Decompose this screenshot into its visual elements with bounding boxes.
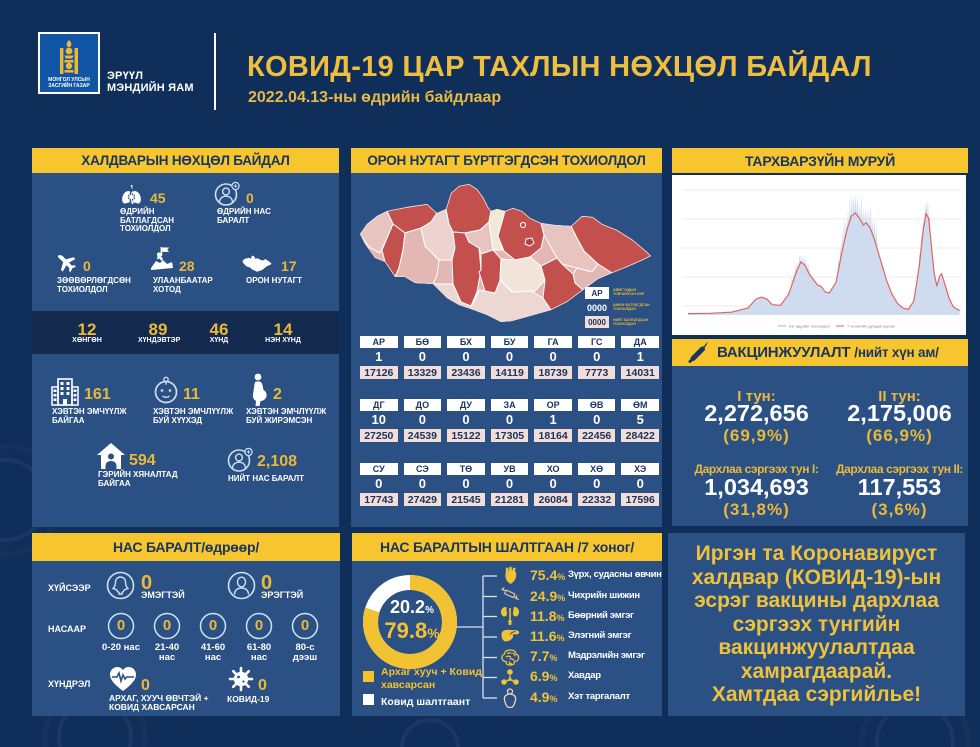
svg-text:7 хоногийн дундаж шугам: 7 хоногийн дундаж шугам — [847, 324, 895, 329]
svg-text:ТОХИОЛДОЛ: ТОХИОЛДОЛ — [613, 307, 636, 311]
svg-text:МОНГОЛ УЛСЫН: МОНГОЛ УЛСЫН — [48, 77, 90, 83]
svg-text:0000: 0000 — [587, 303, 607, 313]
svg-text:ТОВЧИЛСОН НЭР: ТОВЧИЛСОН НЭР — [613, 292, 645, 296]
svg-text:ЗАСГИЙН ГАЗАР: ЗАСГИЙН ГАЗАР — [48, 81, 90, 89]
svg-text:НИЙТ БАТЛАГДСАН: НИЙТ БАТЛАГДСАН — [613, 318, 649, 322]
svg-text:ШИНЭ БАТЛАГДСАН: ШИНЭ БАТЛАГДСАН — [613, 303, 650, 307]
svg-text:ТОХИОЛДОЛ: ТОХИОЛДОЛ — [613, 322, 636, 326]
svg-text:АЙМГУУДЫН: АЙМГУУДЫН — [613, 288, 637, 292]
svg-text:АР: АР — [591, 289, 603, 298]
svg-text:нэг өдрийн тохиолдол: нэг өдрийн тохиолдол — [789, 324, 831, 329]
svg-text:0000: 0000 — [588, 318, 606, 327]
